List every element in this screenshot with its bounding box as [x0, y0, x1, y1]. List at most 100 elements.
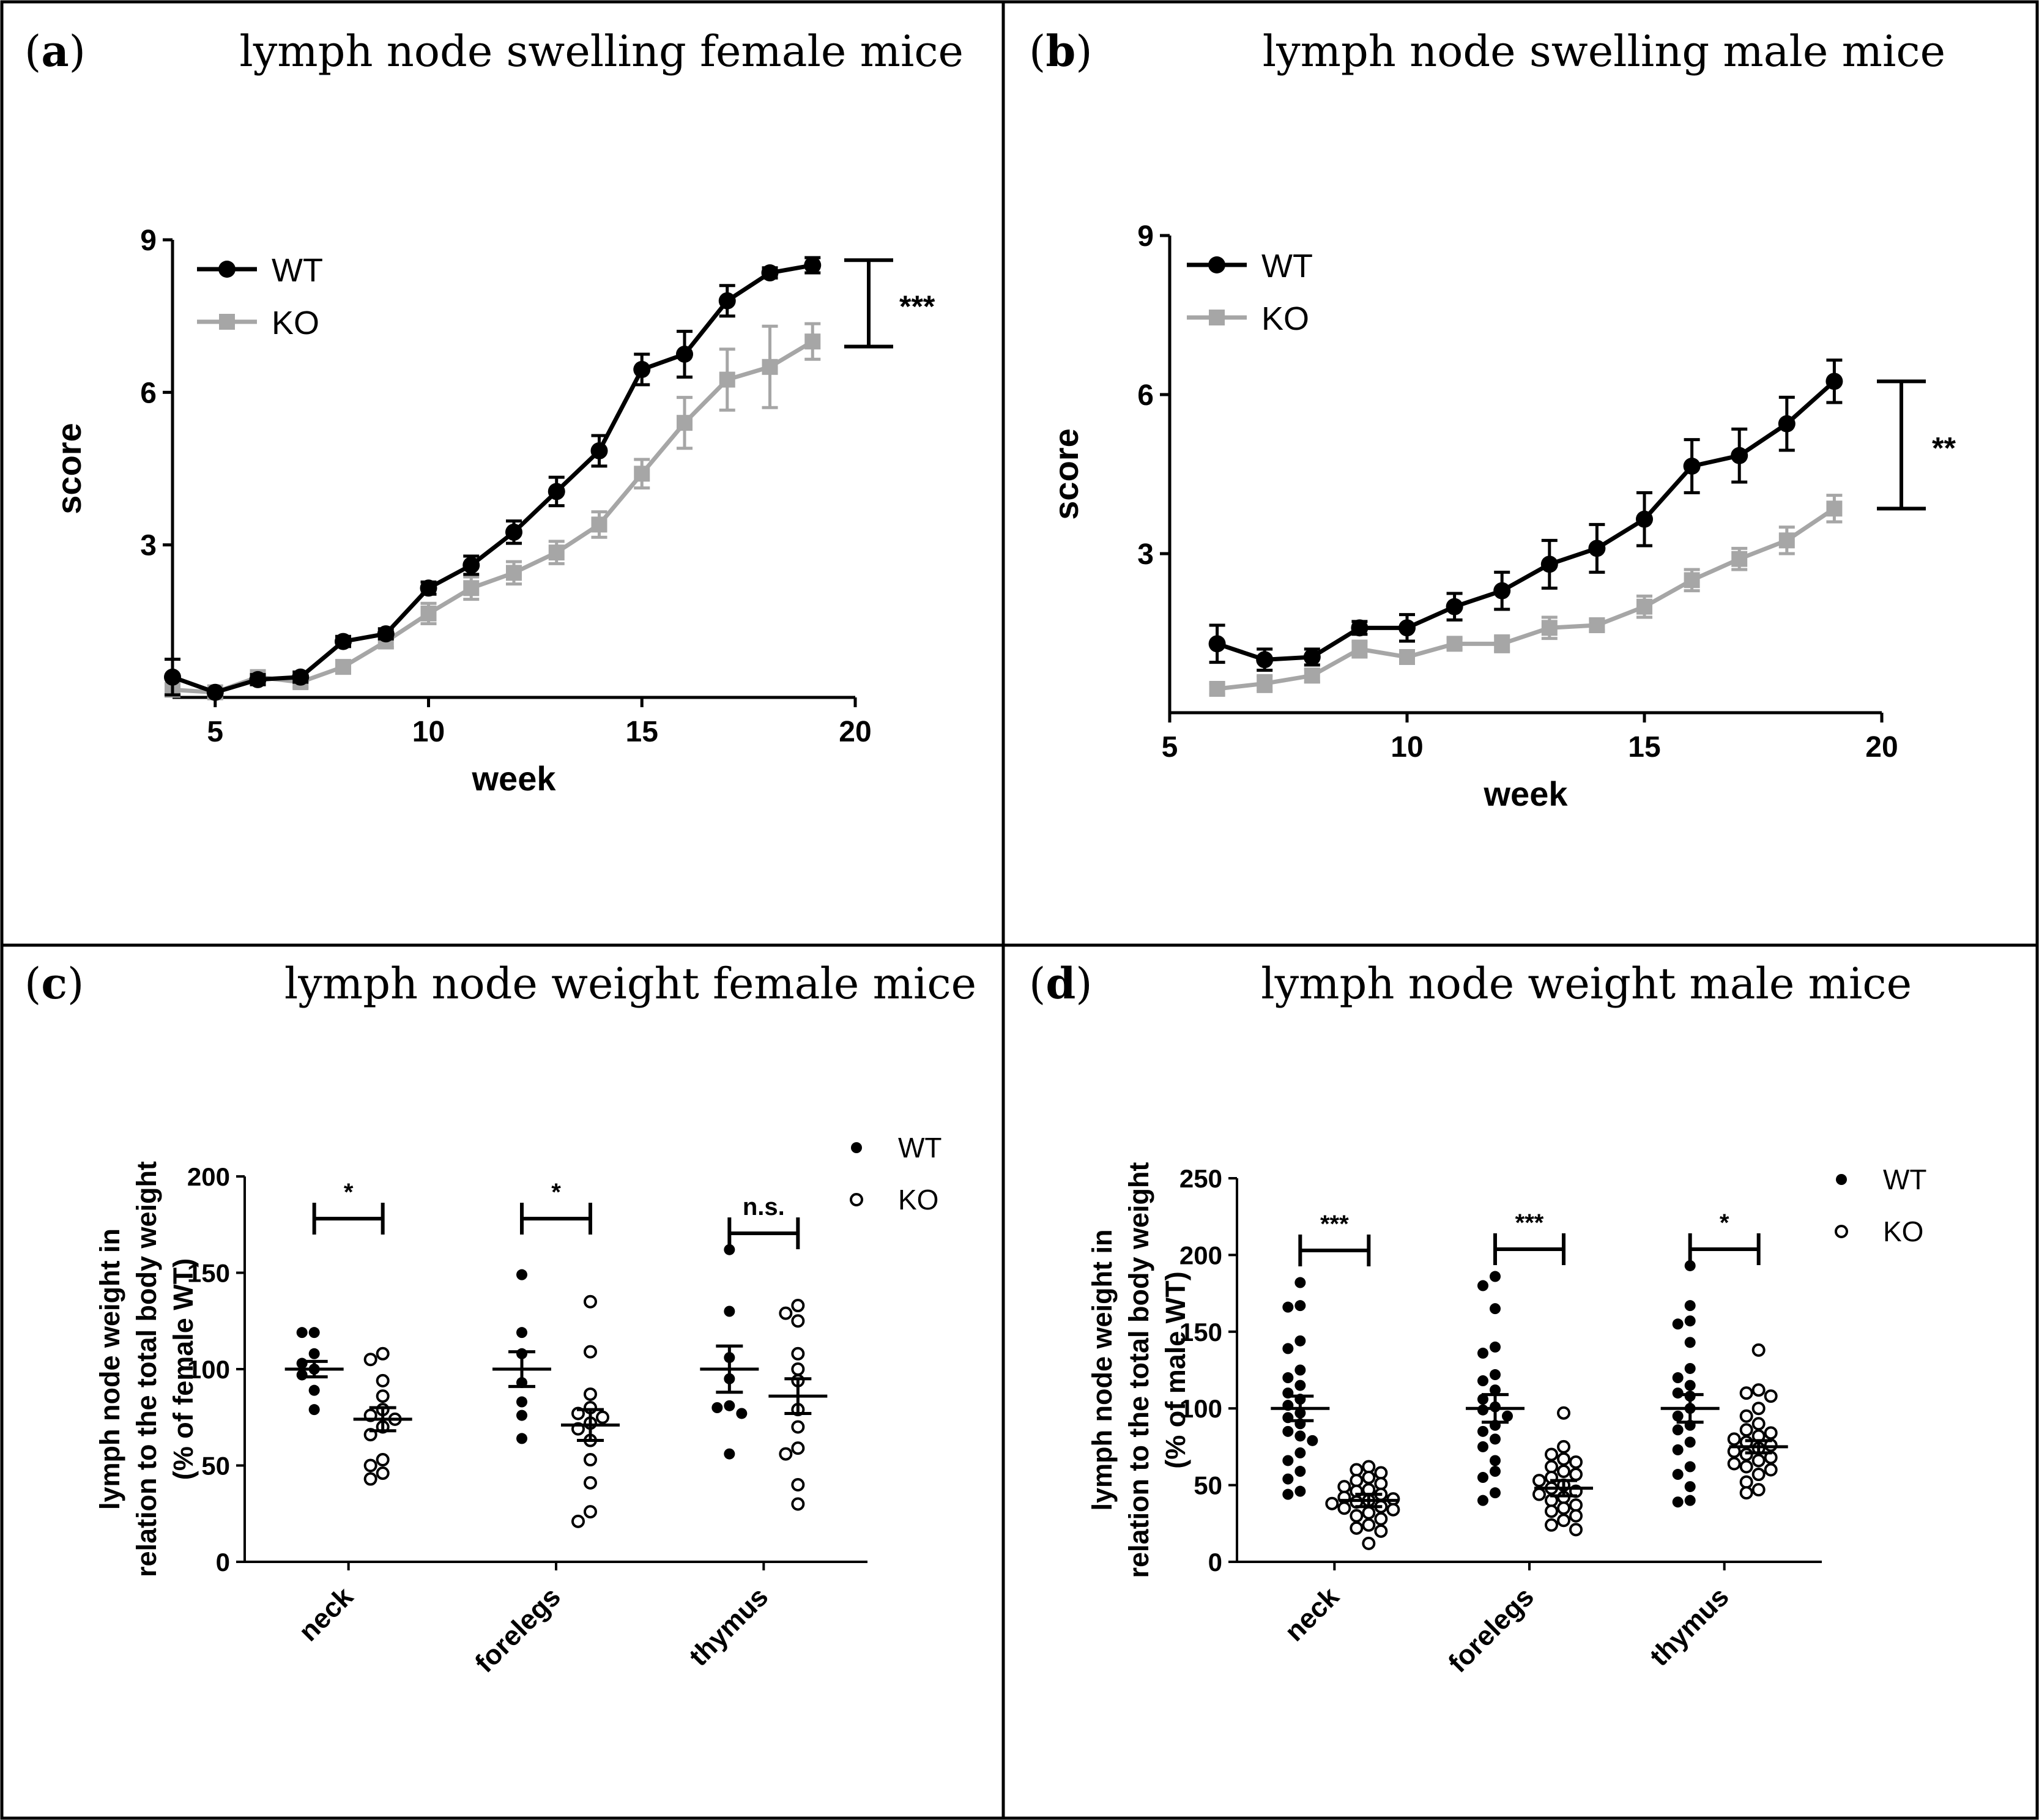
- y-tick-label: 50: [201, 1452, 230, 1480]
- data-point-wt: [1477, 1280, 1488, 1291]
- x-axis-label: week: [1484, 774, 1569, 813]
- data-point-wt: [633, 360, 651, 378]
- data-point-ko: [506, 565, 522, 581]
- data-point-wt: [1672, 1410, 1684, 1422]
- legend-label-wt: WT: [272, 252, 323, 289]
- data-point-ko: [376, 1346, 390, 1361]
- data-point-wt: [1446, 598, 1463, 615]
- legend-marker-ko: [219, 314, 235, 330]
- data-point-wt: [724, 1400, 735, 1411]
- data-point-wt: [1502, 1410, 1513, 1422]
- data-point-ko: [1739, 1475, 1753, 1489]
- data-point-wt: [308, 1404, 320, 1416]
- data-point-wt: [1672, 1372, 1684, 1384]
- x-tick-label: 5: [1162, 731, 1178, 763]
- data-point-wt: [1294, 1335, 1306, 1346]
- panel-a-header: (a) lymph node swelling female mice: [24, 26, 964, 76]
- data-point-ko: [1209, 681, 1225, 697]
- data-point-wt: [1490, 1341, 1501, 1353]
- data-point-ko: [1494, 636, 1510, 652]
- data-point-wt: [308, 1384, 320, 1396]
- data-point-wt: [1294, 1430, 1306, 1442]
- data-point-ko: [1362, 1460, 1376, 1474]
- data-point-wt: [718, 292, 736, 310]
- data-point-ko: [363, 1353, 377, 1367]
- data-point-ko: [548, 544, 565, 561]
- legend-label-ko: KO: [1883, 1216, 1923, 1247]
- data-point-wt: [1282, 1425, 1294, 1437]
- data-point-ko: [584, 1476, 597, 1490]
- data-point-ko: [1727, 1432, 1741, 1446]
- data-point-ko: [791, 1299, 805, 1313]
- chart-c-weight-female: 0 50 100 150 200 lymph node weight in relation…: [94, 1132, 942, 1679]
- series-line-ko: [172, 340, 814, 695]
- data-point-wt: [1294, 1485, 1306, 1497]
- legend-marker-ko: [850, 1193, 863, 1206]
- data-point-wt: [1477, 1404, 1488, 1416]
- data-point-ko: [1541, 620, 1558, 636]
- data-point-ko: [804, 333, 821, 350]
- data-point-wt: [1684, 1260, 1696, 1271]
- data-point-wt: [516, 1433, 527, 1444]
- y-axis-label: score: [50, 423, 88, 514]
- data-point-wt: [1477, 1472, 1488, 1484]
- data-point-wt: [1398, 619, 1416, 637]
- legend-label-wt: WT: [1261, 248, 1313, 284]
- significance-label: *: [344, 1179, 354, 1206]
- panel-a-title: lymph node swelling female mice: [239, 26, 964, 76]
- data-point-wt: [335, 633, 352, 650]
- data-point-ko: [1778, 532, 1795, 549]
- data-point-ko: [1751, 1454, 1766, 1468]
- data-point-ko: [1569, 1455, 1583, 1469]
- significance-label: **: [1932, 431, 1956, 465]
- y-tick-label: 6: [1137, 379, 1154, 412]
- data-point-wt: [516, 1269, 527, 1280]
- data-point-ko: [376, 1373, 390, 1387]
- data-point-ko: [1304, 667, 1320, 684]
- data-point-ko: [335, 659, 351, 675]
- data-point-ko: [791, 1497, 805, 1511]
- data-point-ko: [1751, 1483, 1766, 1497]
- data-point-wt: [296, 1358, 308, 1369]
- data-point-ko: [1557, 1501, 1570, 1515]
- series-line-wt: [1216, 379, 1836, 662]
- data-point-ko: [1350, 1463, 1364, 1477]
- data-point-ko: [1362, 1506, 1376, 1520]
- data-point-wt: [249, 670, 267, 688]
- x-tick-label: 10: [1391, 731, 1423, 763]
- data-point-wt: [1731, 447, 1748, 464]
- data-point-wt: [1294, 1364, 1306, 1376]
- legend-marker-wt: [1208, 256, 1225, 273]
- data-point-ko: [762, 358, 778, 375]
- data-point-ko: [1386, 1502, 1400, 1517]
- data-point-wt: [1684, 1315, 1696, 1327]
- data-point-ko: [1337, 1480, 1351, 1494]
- data-point-wt: [164, 668, 181, 686]
- data-point-ko: [719, 371, 735, 388]
- data-point-ko: [1751, 1343, 1766, 1357]
- data-point-wt: [1282, 1372, 1294, 1384]
- svg-text:(a): (a): [24, 26, 86, 76]
- data-point-wt: [1672, 1318, 1684, 1330]
- data-point-wt: [292, 668, 310, 686]
- data-point-ko: [1557, 1406, 1570, 1420]
- y-axis-label: score: [1047, 428, 1085, 519]
- data-point-wt: [308, 1327, 320, 1339]
- chart-b-swelling-male: 3 6 9 5 10 15 20 week score WT KO **: [1047, 220, 1956, 813]
- category-label-forelegs: forelegs: [469, 1581, 566, 1679]
- data-point-ko: [1751, 1468, 1766, 1482]
- data-point-ko: [376, 1466, 390, 1480]
- data-point-ko: [1636, 598, 1652, 615]
- data-point-wt: [1490, 1466, 1501, 1477]
- data-point-ko: [779, 1306, 793, 1320]
- data-point-wt: [1684, 1337, 1696, 1348]
- y-tick-label: 200: [187, 1162, 230, 1191]
- data-point-wt: [676, 346, 693, 363]
- y-tick-label: 9: [140, 225, 157, 257]
- data-point-ko: [1545, 1460, 1558, 1474]
- data-point-ko: [1557, 1514, 1570, 1528]
- panel-b-letter: b: [1045, 26, 1075, 76]
- data-point-ko: [1557, 1439, 1570, 1454]
- data-point-ko: [1557, 1452, 1570, 1466]
